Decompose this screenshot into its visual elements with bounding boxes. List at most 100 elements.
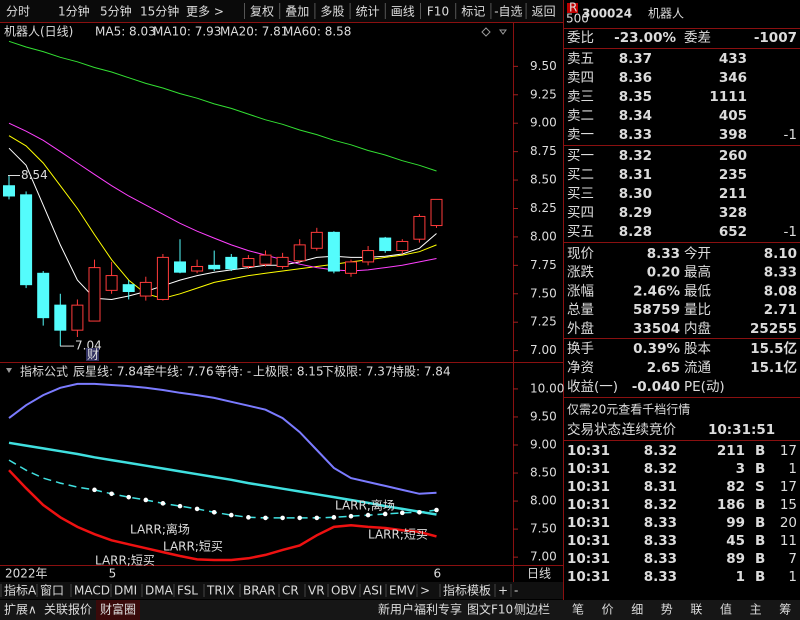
status-time: 10:31:51 (708, 422, 775, 438)
side-tab[interactable]: 笔 (572, 602, 584, 617)
period-button[interactable]: 1分钟 (58, 4, 90, 19)
tab[interactable]: DMA (145, 584, 174, 598)
toolbar-button[interactable]: 画线 (391, 5, 415, 19)
signal-dot (109, 491, 114, 497)
candle-body (413, 215, 426, 240)
side-tab[interactable]: 联 (690, 603, 702, 617)
promo[interactable]: 仅需20元查看千档行情 (567, 403, 690, 417)
period-button[interactable]: 分时 (6, 5, 30, 19)
indicator-line (8, 441, 437, 516)
status: 连续竞价 (622, 421, 676, 438)
signal-dot (348, 513, 354, 519)
period-button[interactable]: 5分钟 (100, 4, 132, 19)
quote-label: 涨幅 (567, 283, 594, 299)
book-label: 卖一 (567, 127, 594, 143)
y-tick-label: 10.00 (530, 381, 564, 395)
candle-body (379, 237, 392, 252)
quote-label: 换手 (567, 341, 594, 357)
toolbar-button[interactable]: 返回 (532, 5, 556, 19)
tick-volume: 3 (736, 461, 745, 477)
y-tick-label: 7.25 (530, 315, 557, 329)
toolbar-button[interactable]: 统计 (356, 5, 380, 19)
tab[interactable]: CR (282, 584, 299, 598)
tab[interactable]: > (420, 584, 430, 598)
toolbar-button[interactable]: 复权 (250, 5, 274, 19)
side-tab[interactable]: 筹 (779, 603, 791, 617)
tab[interactable]: - (514, 584, 518, 598)
tab[interactable]: 指标A (4, 583, 37, 598)
period-label: 日线 (527, 567, 551, 581)
quote-label: 净资 (567, 360, 594, 376)
book-change: -1 (784, 127, 797, 143)
period-button[interactable]: 更多 > (186, 5, 224, 19)
signal-dot (382, 511, 388, 517)
y-tick-label: 9.00 (530, 437, 557, 451)
side-tab[interactable]: 值 (720, 602, 732, 617)
quote-label: 流通 (684, 360, 712, 376)
tick-side: B (755, 533, 765, 549)
legend-item: 牵牛线: 7.76 (143, 364, 214, 379)
footer-link[interactable]: 关联报价 (44, 602, 92, 617)
tab[interactable]: VR (308, 584, 325, 598)
ma-line (8, 40, 437, 172)
footer-link[interactable]: 图文F10 (467, 602, 513, 617)
tick-side: B (755, 461, 765, 477)
candle-body (20, 194, 33, 286)
tab[interactable]: MACD (74, 584, 110, 598)
signal-dot (126, 494, 131, 500)
signal-dot (331, 515, 337, 520)
tick-price: 8.32 (644, 497, 677, 513)
toolbar-button[interactable]: 叠加 (285, 5, 309, 19)
ma-line (8, 122, 437, 272)
candle-body (71, 304, 84, 331)
tick-side: B (755, 497, 765, 513)
footer-link[interactable]: 财富圈 (100, 602, 136, 617)
book-label: 买一 (567, 148, 594, 164)
tab[interactable]: DMI (114, 584, 137, 598)
tab[interactable]: BRAR (243, 584, 276, 598)
legend-item: 辰星线: 7.84 (73, 365, 144, 379)
tab[interactable]: + (498, 584, 508, 598)
tab[interactable]: OBV (331, 584, 357, 598)
book-label: 买三 (567, 186, 594, 202)
tab[interactable]: 窗口 (40, 584, 64, 598)
tab[interactable]: 指标模板 (443, 583, 491, 598)
tab[interactable]: TRIX (206, 584, 234, 598)
tick-price: 8.32 (644, 443, 677, 459)
quote-label: 量比 (684, 302, 711, 318)
quote-value: 8.08 (764, 283, 797, 299)
side-tab[interactable]: 价 (602, 603, 614, 617)
side-tab[interactable]: 主 (750, 603, 762, 617)
signal-dot (211, 509, 217, 515)
footer-link[interactable]: 扩展∧ (4, 603, 37, 617)
tick-side: B (755, 551, 765, 567)
y-tick-label: 9.50 (530, 59, 557, 73)
toolbar-button[interactable]: 多股 (320, 5, 344, 19)
footer-link[interactable]: 新用户福利专享 (378, 602, 462, 617)
side-tab[interactable]: 势 (661, 603, 673, 617)
tick-count: 20 (780, 515, 797, 531)
toolbar-button[interactable]: F10 (427, 5, 449, 19)
tab[interactable]: EMV (389, 584, 416, 598)
tick-price: 8.33 (644, 533, 677, 549)
period-button[interactable]: 15分钟 (140, 4, 179, 19)
tab[interactable]: ASI (363, 584, 382, 598)
legend-item: MA10: 7.93 (153, 25, 221, 39)
legend-item: 等待: - (215, 365, 251, 379)
book-volume: 652 (719, 224, 747, 240)
badge: R (569, 1, 577, 15)
candle-body (242, 258, 255, 267)
stock-name: 机器人 (648, 7, 684, 21)
side-tab[interactable]: 细 (631, 603, 643, 617)
book-price: 8.35 (619, 89, 652, 105)
candle-body (37, 272, 50, 319)
toolbar-button[interactable]: 标记 (461, 5, 485, 19)
tab[interactable]: FSL (177, 584, 198, 598)
book-price: 8.28 (619, 224, 652, 240)
signal-dot (246, 515, 251, 520)
toolbar-button[interactable]: -自选 (494, 5, 522, 19)
candle-body (3, 185, 15, 197)
footer-link[interactable]: 侧边栏 (514, 602, 550, 617)
y-tick-label: 9.50 (530, 409, 557, 423)
